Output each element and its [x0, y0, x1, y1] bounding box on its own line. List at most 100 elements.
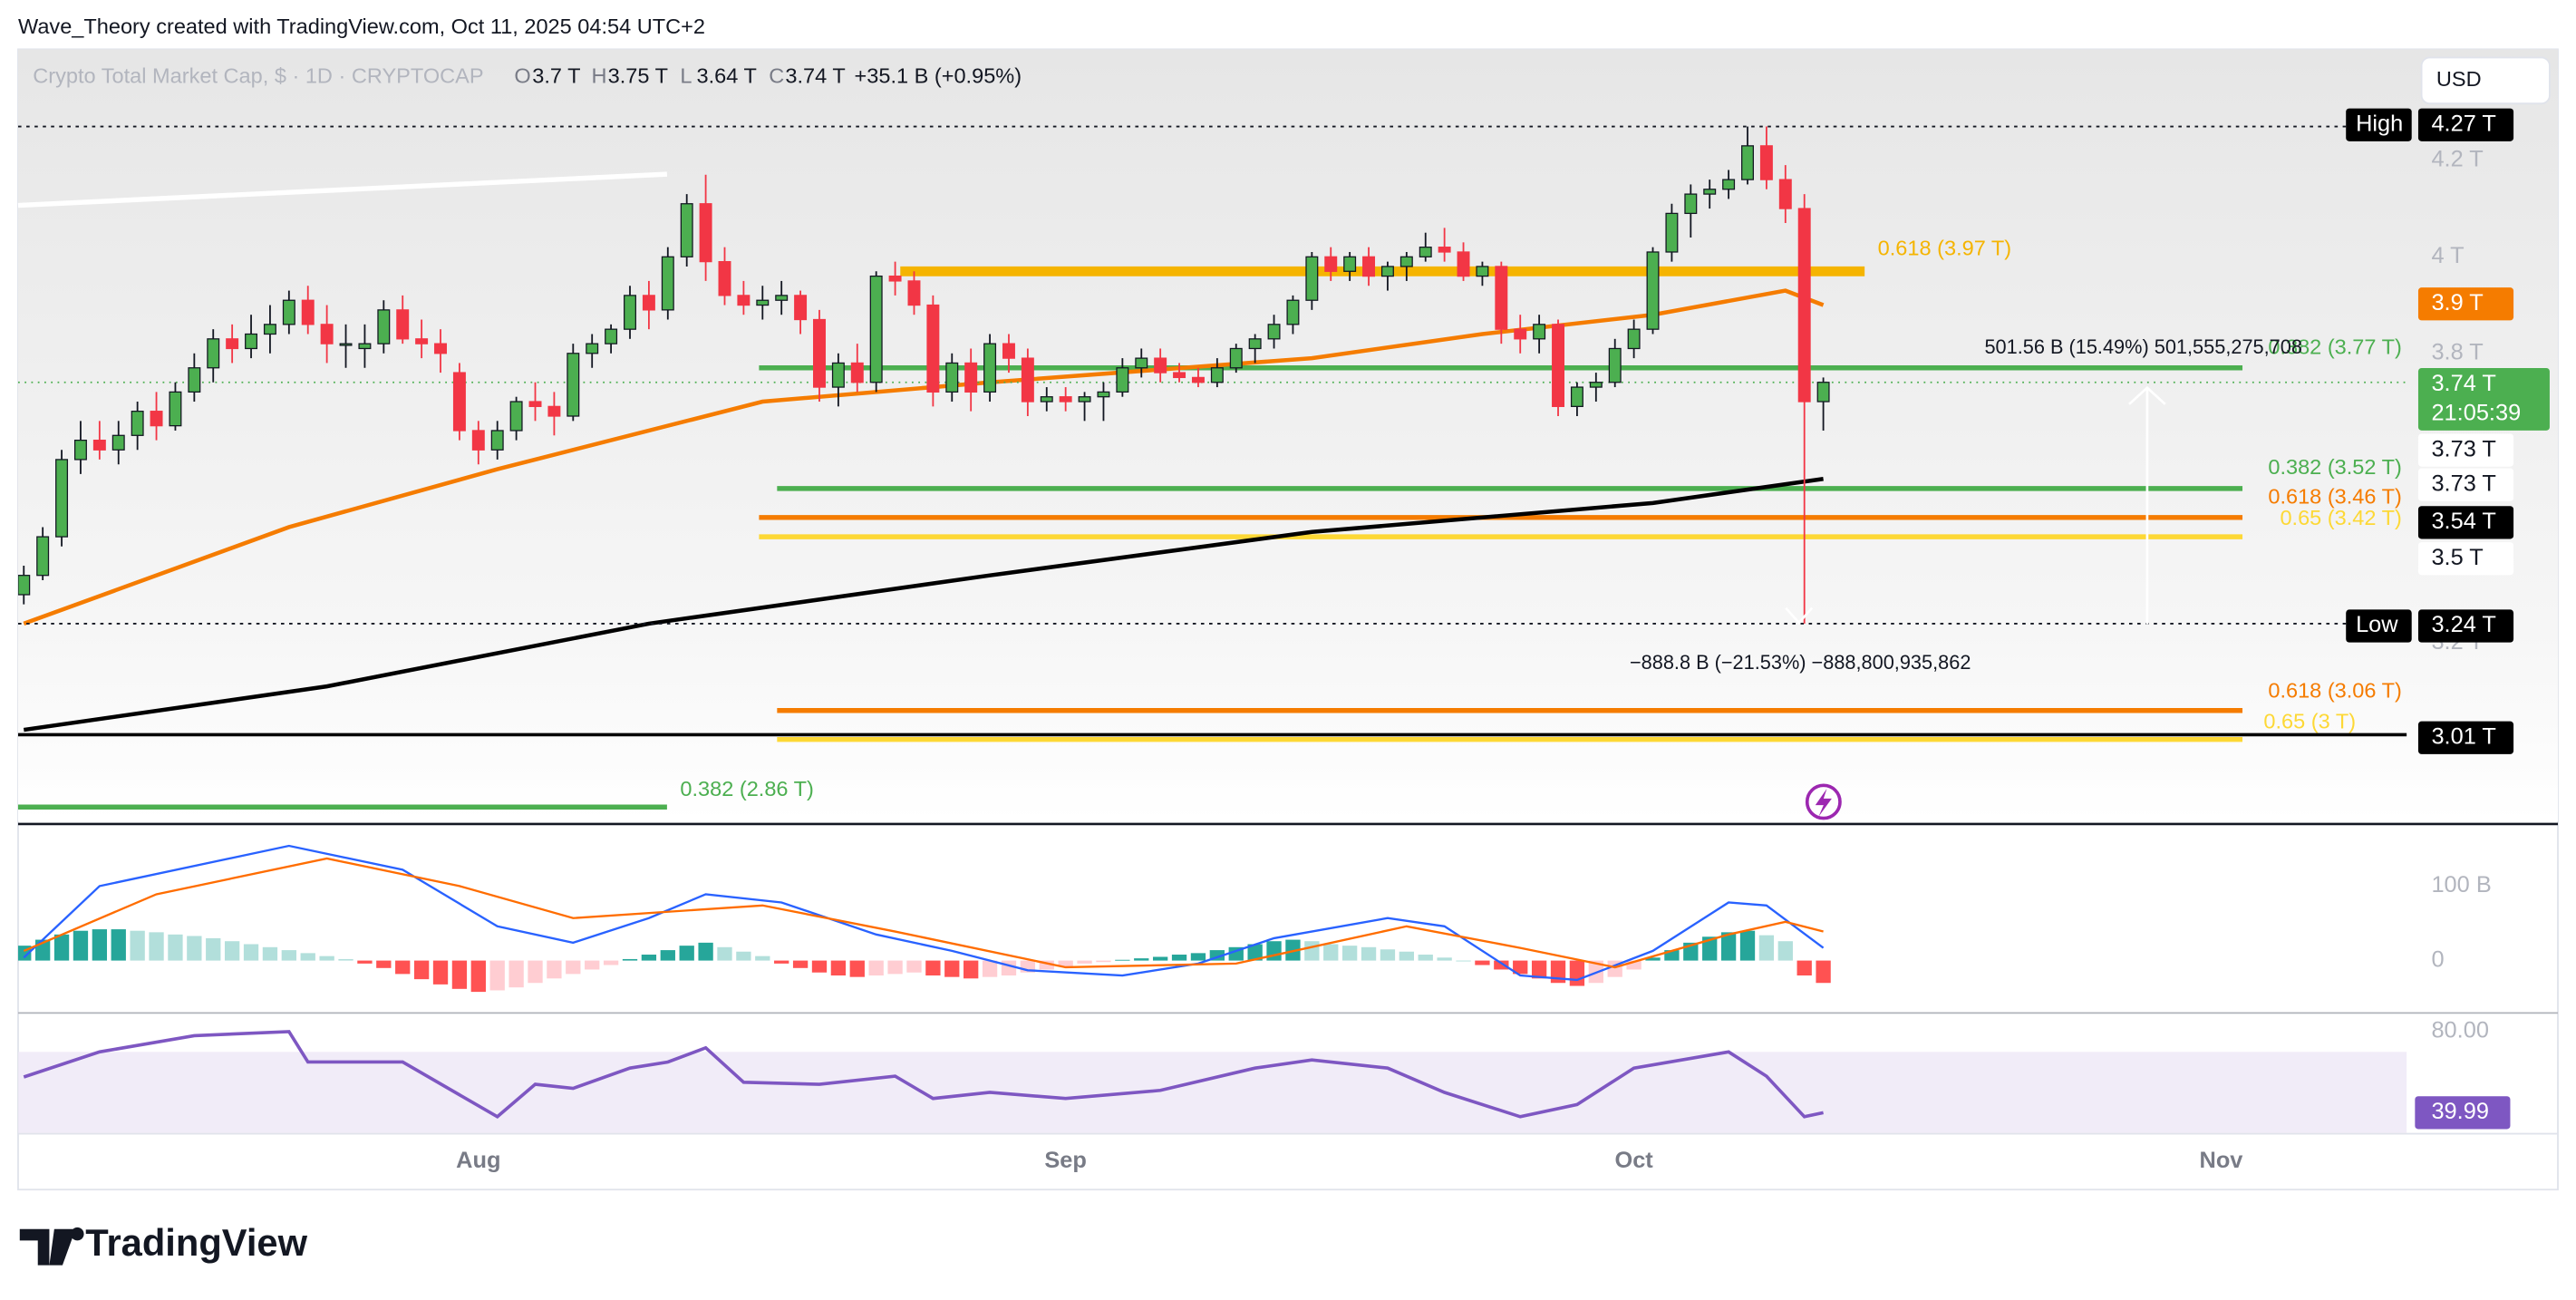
- candle-body: [415, 338, 429, 344]
- macd-histogram-bar: [1531, 960, 1547, 979]
- ohlc-key: H: [592, 63, 607, 87]
- macd-histogram-bar: [338, 958, 353, 961]
- ohlc-key: C: [769, 63, 784, 87]
- macd-histogram-bar: [1209, 950, 1225, 961]
- attribution: Wave_Theory created with TradingView.com…: [18, 15, 705, 38]
- candle-body: [1703, 189, 1717, 195]
- macd-histogram-bar: [887, 960, 903, 975]
- macd-histogram-bar: [547, 960, 562, 979]
- price-label: 3.73 T: [2431, 471, 2495, 496]
- candle-body: [377, 309, 391, 344]
- candle-body: [1173, 372, 1186, 379]
- macd-histogram-bar: [792, 960, 809, 968]
- rsi-plot: [17, 1030, 2407, 1133]
- macd-histogram-bar: [1266, 941, 1282, 961]
- macd-histogram-bar: [1134, 958, 1149, 961]
- macd-histogram-bar: [281, 950, 296, 961]
- candle-body: [1248, 338, 1262, 350]
- candle-body: [150, 411, 163, 427]
- macd-histogram-bar: [1777, 941, 1793, 961]
- x-tick-label: Nov: [2200, 1148, 2243, 1173]
- ohlc-value: 3.64 T: [697, 63, 757, 87]
- brand: TradingView: [85, 1221, 307, 1264]
- candle-body: [1362, 256, 1376, 277]
- macd-histogram-bar: [73, 930, 89, 961]
- candle-body: [17, 575, 31, 596]
- price-box: [2417, 108, 2514, 141]
- rsi-band: [17, 1052, 2407, 1133]
- price-label: 3.24 T: [2431, 612, 2495, 637]
- ohlc-key: O: [514, 63, 530, 87]
- macd-histogram-bar: [849, 960, 865, 977]
- price-box: [2417, 542, 2514, 576]
- lightning-icon: [1805, 783, 1842, 820]
- candle-body: [339, 343, 353, 346]
- candle-body: [509, 401, 523, 432]
- candle-body: [36, 536, 50, 577]
- candle-body: [850, 362, 864, 383]
- macd-histogram-bar: [1720, 932, 1737, 961]
- fib-label: 0.618 (3.46 T): [2268, 484, 2401, 508]
- candle-body: [586, 343, 599, 354]
- candle-body: [434, 343, 447, 354]
- candle-body: [699, 203, 712, 263]
- candle-body: [1495, 266, 1508, 330]
- macd-histogram-bar: [982, 960, 998, 977]
- candle-body: [1380, 266, 1394, 277]
- price-box: [2417, 433, 2514, 467]
- macd-histogram-bar: [1758, 935, 1775, 961]
- macd-histogram-bar: [964, 960, 979, 979]
- ohlc-value: 3.74 T: [785, 63, 845, 87]
- macd-histogram-bar: [1796, 960, 1812, 976]
- candle-body: [661, 256, 674, 311]
- x-tick-label: Oct: [1614, 1148, 1653, 1173]
- price-box: [2417, 721, 2514, 754]
- macd-histogram-bar: [319, 956, 334, 961]
- candle-body: [718, 260, 731, 296]
- candle-body: [888, 275, 902, 282]
- candle-body: [1665, 212, 1679, 253]
- macd-histogram-bar: [187, 936, 202, 961]
- candle-body: [92, 439, 106, 451]
- macd-histogram-bar: [111, 929, 126, 961]
- macd-histogram-bar: [1001, 960, 1017, 976]
- macd-histogram-bar: [717, 946, 732, 961]
- macd-histogram-bar: [566, 960, 581, 975]
- candle-body: [245, 333, 258, 350]
- x-tick-label: Aug: [456, 1148, 500, 1173]
- price-label: 4.27 T: [2431, 111, 2495, 136]
- x-tick-label: Sep: [1044, 1148, 1087, 1173]
- macd-histogram-bar: [168, 934, 183, 961]
- fib-label: 0.65 (3.42 T): [2280, 506, 2401, 529]
- macd-histogram-bar: [243, 944, 259, 961]
- macd-histogram-bar: [1304, 941, 1320, 961]
- candle-body: [301, 299, 315, 325]
- macd-histogram-bar: [1247, 944, 1263, 961]
- macd-histogram-bar: [395, 960, 411, 975]
- main-pane: [17, 49, 2559, 822]
- macd-histogram-bar: [53, 934, 70, 961]
- candle-body: [624, 295, 636, 330]
- currency[interactable]: USD: [2436, 67, 2482, 91]
- candle-body: [169, 391, 182, 427]
- candle-body: [1741, 145, 1754, 180]
- currency-button[interactable]: [2420, 56, 2551, 105]
- price-label: 3.9 T: [2431, 290, 2483, 315]
- candle-body: [1399, 256, 1413, 267]
- candle-body: [1570, 386, 1583, 407]
- candle-body: [396, 309, 410, 340]
- macd-histogram-bar: [1664, 950, 1680, 961]
- price-box: [2417, 468, 2514, 501]
- macd-histogram-bar: [660, 950, 675, 961]
- macd-tick-label: 100 B: [2431, 872, 2491, 897]
- candle-body: [73, 439, 87, 461]
- candle-body: [1552, 324, 1565, 407]
- fib-label: 0.618 (3.97 T): [1878, 237, 2011, 260]
- signal-line: [23, 857, 1824, 969]
- candle-body: [1438, 247, 1451, 253]
- candle-body: [1514, 328, 1527, 340]
- candle-body: [226, 338, 239, 350]
- price-label: 3.73 T: [2431, 436, 2495, 461]
- candle-body: [964, 362, 978, 393]
- price-countdown: 21:05:39: [2431, 400, 2521, 425]
